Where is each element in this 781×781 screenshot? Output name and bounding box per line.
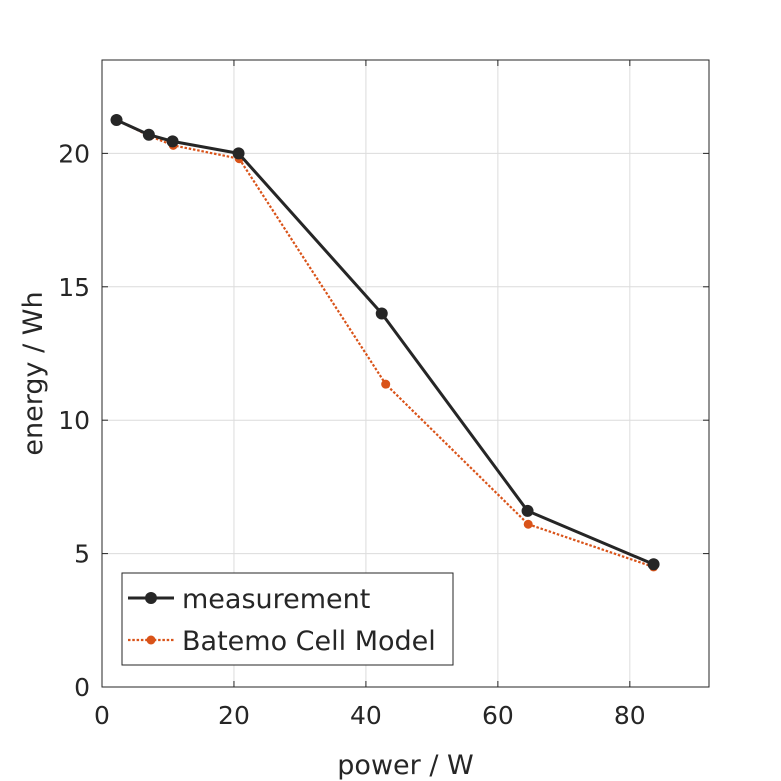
legend-marker-batemo-cell-model [146,635,156,645]
legend-box [121,572,454,666]
data-point [381,379,391,389]
axis-ticks: 0 20 40 60 80 0 5 10 15 20 [58,60,709,730]
y-tick-label: 5 [74,540,90,569]
x-tick-label: 40 [350,701,382,730]
x-tick-label: 80 [614,701,646,730]
data-point [142,128,155,141]
x-tick-label: 20 [218,701,250,730]
legend-label-batemo-cell-model: Batemo Cell Model [182,626,436,657]
data-point [523,519,533,529]
y-tick-label: 15 [58,273,90,302]
x-axis-label: power / W [337,750,473,781]
data-point [521,504,534,517]
legend-marker-measurement [145,592,157,604]
legend: measurement Batemo Cell Model [121,572,454,666]
data-point [232,147,245,160]
legend-label-measurement: measurement [182,584,370,615]
data-point [166,135,179,148]
y-tick-label: 10 [58,406,90,435]
data-point [375,307,388,320]
x-tick-label: 60 [482,701,514,730]
data-point [110,114,123,127]
y-axis-label: energy / Wh [18,291,49,455]
x-tick-label: 0 [94,701,110,730]
series-measurement [110,114,660,571]
data-point [647,558,660,571]
y-tick-label: 20 [58,139,90,168]
plot-area-border [101,59,710,688]
data-series [110,114,660,572]
y-tick-label: 0 [74,673,90,702]
